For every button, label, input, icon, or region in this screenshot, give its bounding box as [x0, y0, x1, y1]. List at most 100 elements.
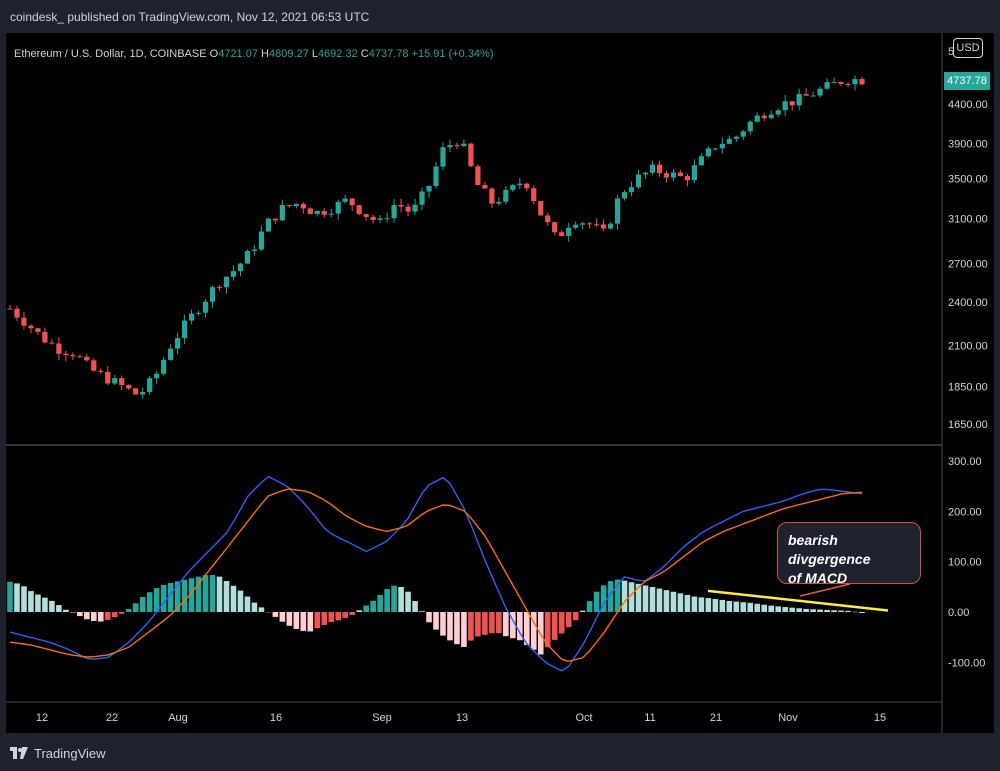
- candle-body: [328, 213, 334, 215]
- macd-tick-label: 100.00: [948, 557, 982, 569]
- macd-tick-label: 300.00: [948, 456, 982, 468]
- macd-histogram-bar: [754, 603, 761, 612]
- candle-body: [161, 359, 167, 374]
- candle-body: [754, 115, 760, 122]
- macd-histogram-bar: [782, 607, 788, 612]
- macd-histogram-bar: [160, 584, 167, 612]
- macd-line: [9, 475, 863, 672]
- candle-body: [321, 211, 327, 215]
- macd-histogram-bar: [356, 610, 362, 612]
- candle-body: [300, 203, 306, 209]
- candle-body: [398, 204, 404, 207]
- candle-body: [684, 176, 691, 181]
- candle-body: [405, 206, 411, 212]
- candle-body: [195, 312, 202, 314]
- macd-histogram-bar: [328, 612, 335, 622]
- macd-histogram-bar: [42, 597, 48, 612]
- macd-histogram-bar: [705, 598, 712, 612]
- macd-histogram-bar: [691, 596, 698, 612]
- macd-histogram-bar: [139, 596, 146, 612]
- macd-histogram-bar: [398, 586, 404, 612]
- macd-histogram-bar: [761, 604, 768, 612]
- macd-histogram-bar: [824, 609, 830, 612]
- currency-button[interactable]: USD: [953, 38, 983, 58]
- candle-body: [656, 164, 663, 174]
- candle-body: [286, 205, 292, 207]
- macd-histogram-bar: [293, 612, 300, 629]
- macd-tick-label: 0.00: [948, 607, 969, 619]
- last-price-tag: 4737.78: [944, 72, 990, 90]
- time-tick-label: Oct: [575, 712, 592, 724]
- candle-body: [181, 320, 188, 339]
- candle-body: [363, 214, 369, 217]
- candle-body: [454, 145, 460, 147]
- candle-body: [594, 224, 600, 226]
- macd-histogram-bar: [230, 585, 237, 612]
- macd-histogram-bar: [461, 612, 467, 647]
- macd-histogram-bar: [195, 576, 202, 612]
- time-tick-label: 13: [456, 712, 468, 724]
- candle-body: [503, 189, 509, 202]
- symbol-title: Ethereum / U.S. Dollar, 1D, COINBASE: [14, 48, 207, 60]
- macd-histogram-bar: [307, 612, 314, 632]
- macd-histogram-bar: [803, 608, 809, 612]
- candle-body: [91, 360, 97, 371]
- candle-body: [28, 325, 34, 329]
- divergence-trend-line: [707, 589, 889, 612]
- macd-histogram-bar: [28, 591, 34, 612]
- macd-histogram-bar: [810, 609, 816, 612]
- candle-body: [209, 287, 216, 302]
- candle-body: [391, 204, 397, 219]
- macd-histogram-bar: [216, 576, 223, 612]
- candle-body: [119, 378, 125, 386]
- candle-body: [489, 188, 495, 204]
- macd-histogram-bar: [342, 612, 349, 619]
- candle-body: [342, 198, 348, 202]
- candle-body: [475, 166, 481, 186]
- time-tick-label: Sep: [372, 712, 392, 724]
- change-value: +15.91 (+0.34%): [411, 48, 494, 60]
- macd-histogram-bar: [77, 612, 83, 617]
- macd-histogram-bar: [698, 597, 705, 612]
- candle-body: [84, 356, 90, 361]
- candle-body: [726, 138, 732, 144]
- macd-histogram-bar: [600, 585, 607, 612]
- macd-histogram-bar: [279, 612, 286, 622]
- macd-histogram-bar: [104, 612, 111, 620]
- candle-body: [7, 308, 13, 310]
- macd-histogram-bar: [775, 606, 781, 612]
- candle-body: [447, 145, 453, 148]
- macd-tick-label: -100.00: [948, 657, 985, 669]
- macd-histogram-bar: [684, 594, 691, 612]
- macd-histogram-bar: [789, 607, 795, 612]
- macd-histogram-bar: [251, 602, 258, 612]
- candle-body: [35, 328, 41, 332]
- macd-histogram-bar: [628, 582, 635, 612]
- footer-brand[interactable]: TradingView: [10, 743, 106, 763]
- candle-body: [56, 343, 62, 354]
- macd-histogram-bar: [712, 599, 719, 612]
- macd-histogram-bar: [440, 612, 446, 636]
- candle-body: [377, 218, 383, 220]
- macd-histogram-bar: [817, 609, 823, 612]
- candle-body: [426, 185, 432, 192]
- macd-histogram-bar: [740, 602, 747, 612]
- macd-histogram-bar: [475, 612, 481, 637]
- macd-histogram-bar: [405, 591, 411, 612]
- macd-histogram-bar: [56, 605, 62, 612]
- candle-body: [293, 203, 299, 207]
- macd-histogram-bar: [726, 600, 733, 612]
- price-tick-label: 1850.00: [948, 382, 988, 394]
- macd-histogram-bar: [300, 612, 307, 631]
- candle-body: [670, 172, 677, 178]
- time-tick-label: 15: [874, 712, 886, 724]
- divergence-annotation[interactable]: bearish divgergence of MACD: [777, 522, 921, 586]
- macd-histogram-bar: [84, 612, 90, 620]
- candle-body: [63, 353, 69, 356]
- candle-body: [237, 263, 244, 272]
- macd-histogram-bar: [335, 612, 342, 621]
- macd-histogram-bar: [384, 588, 390, 612]
- macd-histogram-bar: [719, 599, 726, 612]
- macd-histogram-bar: [49, 600, 55, 612]
